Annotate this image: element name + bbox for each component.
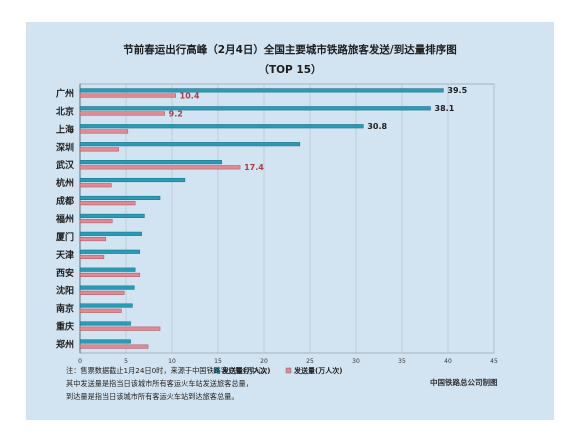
bar-series-2 (79, 290, 125, 295)
bar-series-1 (79, 267, 136, 272)
footnote-line-1: 注：售票数据截止1月24日0时，来源于中国铁路客户服务中心， (66, 366, 272, 375)
category-label: 郑州 (56, 339, 74, 351)
bar-series-1 (79, 106, 431, 111)
x-tick-label: 40 (444, 358, 452, 365)
category-label: 北京 (56, 105, 74, 117)
data-label: 9.2 (169, 109, 183, 118)
credit-text: 中国铁路总公司制图 (430, 378, 498, 387)
bar-series-2 (79, 254, 105, 260)
bar-series-1 (79, 249, 141, 254)
bar-series-2 (79, 236, 107, 242)
x-tick-label: 30 (352, 358, 360, 365)
legend-swatch (213, 367, 220, 374)
bar-series-2 (79, 326, 161, 331)
bar-series-2 (79, 129, 129, 134)
category-label: 沈阳 (56, 285, 74, 297)
bar-series-2 (79, 165, 241, 170)
category-label: 深圳 (56, 141, 74, 153)
category-label: 西安 (56, 267, 74, 279)
x-tick-label: 45 (490, 358, 498, 365)
plot-area (79, 83, 495, 354)
category-label: 天津 (56, 249, 74, 261)
bar-series-1 (79, 124, 364, 129)
bar-series-1 (79, 160, 222, 165)
x-tick-label: 35 (398, 358, 406, 365)
x-tick-label: 20 (260, 358, 268, 365)
bar-series-1 (79, 231, 142, 236)
bar-chart: 0 5 10 15 20 25 30 35 40 45 广州北京上海深圳武汉杭州成都福州厦门天津西安… (55, 83, 498, 375)
data-label: 10.4 (180, 91, 200, 100)
bar-series-1 (79, 285, 135, 290)
chart-title: 节前春运出行高峰（2月4日）全国主要城市铁路旅客发送/到达量排序图 (123, 44, 457, 56)
data-label: 38.1 (435, 104, 455, 113)
bar-series-2 (79, 201, 136, 206)
bar-series-2 (79, 183, 112, 188)
bar-series-1 (79, 142, 301, 147)
bar-series-2 (79, 147, 119, 152)
category-label: 重庆 (56, 321, 74, 333)
bar-series-2 (79, 308, 122, 313)
category-label: 广州 (56, 87, 74, 99)
category-label: 上海 (56, 123, 74, 135)
bar-series-1 (79, 88, 444, 93)
bar-series-2 (79, 93, 176, 98)
data-label: 17.4 (244, 163, 264, 172)
category-label: 厦门 (56, 231, 74, 243)
category-label: 杭州 (56, 177, 74, 189)
legend-label: 发送量(万人次) (293, 366, 342, 375)
footnote-line-2: 其中发送量是指当日该城市所有客运火车站发送旅客总量， (66, 379, 253, 388)
category-label: 福州 (55, 213, 74, 225)
bar-series-1 (79, 213, 145, 218)
category-label: 武汉 (56, 159, 75, 171)
category-label: 成都 (56, 195, 74, 207)
x-tick-label: 25 (306, 358, 314, 365)
data-label: 39.5 (447, 86, 467, 95)
chart-subtitle: （TOP 15） (258, 64, 322, 76)
legend-swatch (285, 367, 292, 374)
bar-series-2 (79, 272, 141, 277)
x-tick-label: 15 (214, 358, 222, 365)
data-label: 30.8 (367, 122, 387, 131)
bar-series-1 (79, 321, 131, 326)
bar-series-1 (79, 339, 131, 344)
bar-series-1 (79, 303, 133, 308)
bar-series-2 (79, 344, 149, 349)
legend-label: 发送量(万人次) (221, 366, 270, 375)
bar-series-2 (79, 111, 165, 116)
bar-series-1 (79, 177, 186, 183)
footnote-line-3: 到达量是指当日该城市所有客运火车站到达旅客总量。 (66, 392, 239, 401)
bar-series-2 (79, 219, 113, 224)
bar-series-1 (79, 195, 161, 201)
x-tick-label: 0 (78, 358, 82, 365)
category-label: 南京 (56, 303, 74, 315)
x-tick-label: 10 (168, 358, 176, 365)
x-tick-label: 5 (124, 358, 128, 365)
chart-panel: 节前春运出行高峰（2月4日）全国主要城市铁路旅客发送/到达量排序图 （TOP 1… (26, 22, 554, 420)
